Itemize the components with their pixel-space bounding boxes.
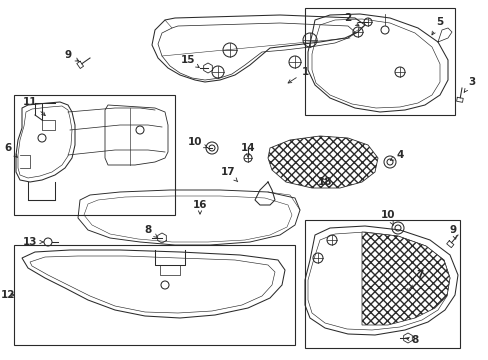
Text: 16: 16 [192,200,207,214]
Text: 9: 9 [64,50,79,61]
Text: 7: 7 [407,270,423,292]
Text: 9: 9 [448,225,456,239]
Text: 8: 8 [144,225,157,237]
Text: 6: 6 [4,143,17,157]
Text: 1: 1 [287,67,308,83]
Text: 5: 5 [431,17,443,35]
Polygon shape [267,136,377,188]
Text: 11: 11 [23,97,45,116]
Text: 15: 15 [181,55,199,67]
Bar [14,245,294,345]
Text: 3: 3 [463,77,475,92]
Text: 17: 17 [220,167,237,182]
Text: 18: 18 [317,177,331,187]
Polygon shape [361,232,449,325]
Text: 14: 14 [240,143,255,157]
Bar [305,220,459,348]
Text: 4: 4 [389,150,403,160]
Text: 13: 13 [23,237,43,247]
Bar [305,8,454,115]
Text: 12: 12 [1,290,15,300]
Text: 10: 10 [380,210,394,225]
Text: 10: 10 [187,137,207,148]
Bar [14,95,175,215]
Text: 8: 8 [405,335,418,345]
Text: 2: 2 [344,13,358,26]
